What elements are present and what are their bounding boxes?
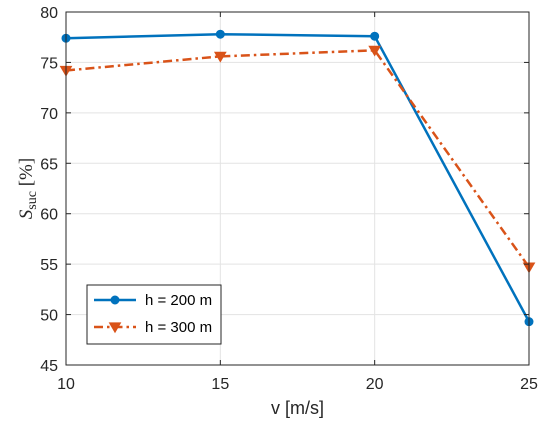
- series-1: [61, 29, 534, 327]
- y-tick-label: 70: [40, 106, 58, 123]
- y-axis-label-rest: [%]: [16, 158, 37, 191]
- x-tick-label: 20: [366, 376, 384, 393]
- y-tick-label: 45: [40, 358, 58, 375]
- x-tick-label: 10: [57, 376, 75, 393]
- data-point: [368, 45, 382, 57]
- x-axis-label: v [m/s]: [271, 398, 324, 418]
- legend-box: [86, 284, 222, 345]
- y-tick-label: 50: [40, 308, 58, 325]
- data-point: [370, 31, 380, 41]
- legend-marker-2: [108, 322, 122, 334]
- y-ticks: 45 50 55 60 65 70 75 80: [40, 5, 529, 375]
- y-axis-label: Ssuc [%]: [16, 158, 40, 219]
- y-tick-label: 55: [40, 257, 58, 274]
- x-ticks: 10 15 20 25: [57, 12, 538, 393]
- y-axis-label-main: S: [16, 209, 37, 219]
- y-tick-label: 60: [40, 207, 58, 224]
- x-tick-label: 25: [520, 376, 538, 393]
- series-line-2: [65, 49, 531, 268]
- y-tick-label: 75: [40, 55, 58, 72]
- y-tick-label: 65: [40, 156, 58, 173]
- y-tick-label: 80: [40, 5, 58, 22]
- legend-marker-1: [110, 295, 120, 305]
- data-point: [215, 29, 225, 39]
- series-line-1: [65, 32, 531, 323]
- series-layer: [59, 29, 536, 327]
- x-tick-label: 15: [211, 376, 229, 393]
- y-axis-label-sub: suc: [25, 191, 40, 210]
- legend: h = 200 m h = 300 m: [86, 284, 222, 345]
- grid: [65, 11, 530, 366]
- legend-label-1: h = 200 m: [145, 292, 212, 309]
- data-point: [213, 51, 227, 63]
- legend-label-2: h = 300 m: [145, 319, 212, 336]
- plot-frame: [65, 11, 530, 366]
